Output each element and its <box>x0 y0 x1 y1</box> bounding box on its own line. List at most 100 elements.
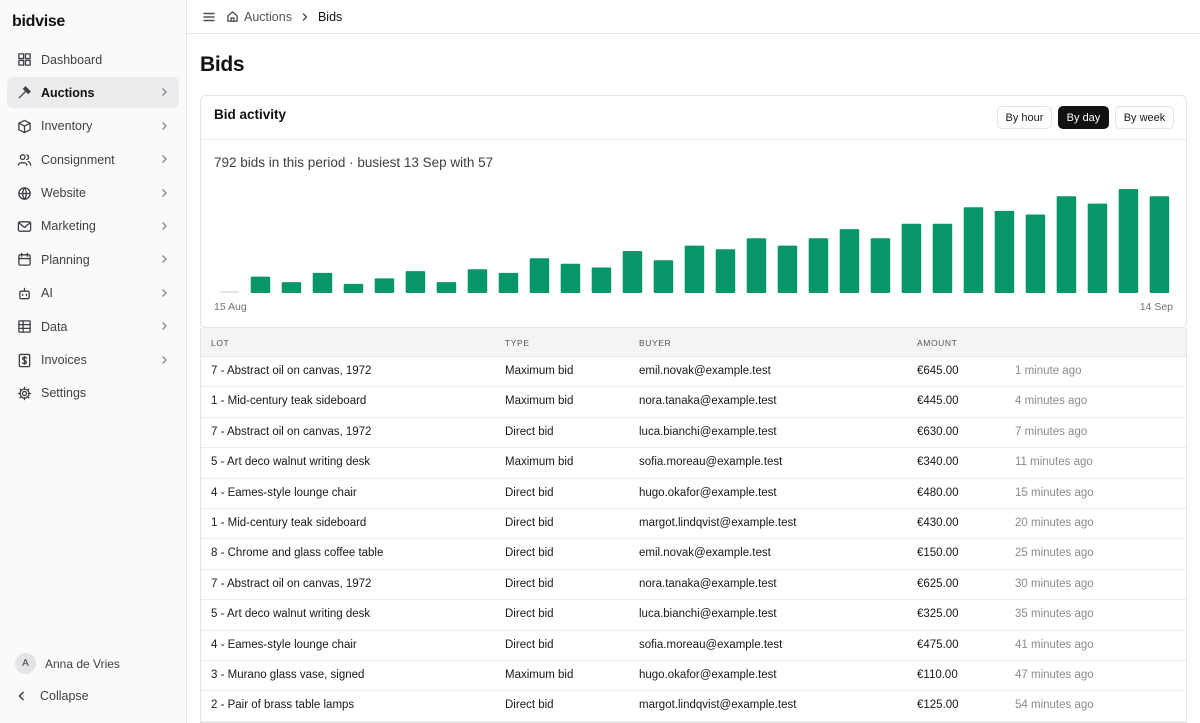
chart-bar[interactable] <box>870 238 891 293</box>
sidebar: bidvise Dashboard Auctions Inventory Consig… <box>0 0 187 723</box>
chart-bar[interactable] <box>529 258 550 293</box>
column-header-lot: LOT <box>211 338 230 348</box>
chart-bar[interactable] <box>1025 214 1046 294</box>
table-row[interactable]: 4 - Eames-style lounge chair Direct bid hu… <box>201 479 1186 509</box>
buyer-cell: margot.lindqvist@example.test <box>639 699 797 712</box>
chart-bar[interactable] <box>901 223 922 293</box>
lot-cell: 7 - Abstract oil on canvas, 1972 <box>211 365 372 377</box>
chevron-right-icon <box>158 153 170 165</box>
buyer-cell: hugo.okafor@example.test <box>639 486 777 499</box>
sidebar-item-dashboard[interactable]: Dashboard <box>7 44 179 75</box>
buyer-cell: nora.tanaka@example.test <box>639 577 777 590</box>
brand-logo[interactable]: bidvise <box>12 13 66 30</box>
chart-summary: 792 bids in this period · busiest 13 Sep… <box>214 155 494 170</box>
chart-bar[interactable] <box>560 263 581 293</box>
chart-bar[interactable] <box>839 229 860 293</box>
sidebar-item-website[interactable]: Website <box>7 178 179 209</box>
sidebar-item-invoices[interactable]: Invoices <box>7 345 179 376</box>
amount-cell: €625.00 <box>917 577 959 590</box>
amount-cell: €480.00 <box>917 486 959 499</box>
chart-bar[interactable] <box>219 291 240 293</box>
menu-icon[interactable] <box>202 10 216 24</box>
chart-bar[interactable] <box>405 271 426 293</box>
toggle-by-week[interactable]: By week <box>1115 106 1174 129</box>
table-row[interactable]: 2 - Pair of brass table lamps Direct bid m… <box>201 691 1186 722</box>
table-row[interactable]: 7 - Abstract oil on canvas, 1972 Direct b… <box>201 418 1186 449</box>
sidebar-item-label: Data <box>41 319 68 334</box>
chart-bar[interactable] <box>684 245 705 293</box>
table-row[interactable]: 4 - Eames-style lounge chair Direct bid so… <box>201 631 1186 661</box>
amount-cell: €630.00 <box>917 425 959 438</box>
sidebar-item-consignment[interactable]: Consignment <box>7 144 179 175</box>
chart-bar[interactable] <box>653 260 674 293</box>
table-row[interactable]: 3 - Murano glass vase, signed Maximum bid… <box>201 661 1186 692</box>
chart-bar[interactable] <box>281 282 302 293</box>
sidebar-item-marketing[interactable]: Marketing <box>7 211 179 242</box>
table-row[interactable]: 8 - Chrome and glass coffee table Direct … <box>201 539 1186 570</box>
collapse-button[interactable]: Collapse <box>16 689 89 703</box>
chart-bar[interactable] <box>1118 189 1139 293</box>
column-header-buyer: BUYER <box>639 338 672 348</box>
sidebar-item-label: Marketing <box>41 219 96 234</box>
amount-cell: €645.00 <box>917 365 959 377</box>
table-row[interactable]: 7 - Abstract oil on canvas, 1972 Direct b… <box>201 570 1186 601</box>
chart-bar[interactable] <box>622 251 643 293</box>
sidebar-item-label: Settings <box>41 386 87 401</box>
lot-cell: 3 - Murano glass vase, signed <box>211 668 365 681</box>
home-icon[interactable] <box>226 10 239 23</box>
chevron-right-icon <box>158 86 170 98</box>
sidebar-item-auctions[interactable]: Auctions <box>7 77 179 109</box>
type-cell: Maximum bid <box>505 456 574 469</box>
chart-bar[interactable] <box>808 238 829 293</box>
sidebar-item-settings[interactable]: Settings <box>7 378 179 409</box>
chart-bar[interactable] <box>343 283 364 293</box>
amount-cell: €340.00 <box>917 456 959 469</box>
chevron-right-icon <box>158 287 170 299</box>
user-profile[interactable]: A Anna de Vries <box>15 653 120 674</box>
chart-bar[interactable] <box>374 278 395 293</box>
table-row[interactable]: 5 - Art deco walnut writing desk Direct b… <box>201 600 1186 631</box>
chart-bar[interactable] <box>436 282 457 293</box>
chart-bar[interactable] <box>1087 203 1108 293</box>
chart-bar[interactable] <box>994 210 1015 293</box>
chevron-right-icon <box>302 12 308 21</box>
chart-bar[interactable] <box>1149 196 1170 293</box>
table-row[interactable]: 5 - Art deco walnut writing desk Maximum … <box>201 448 1186 479</box>
user-name: Anna de Vries <box>45 656 120 671</box>
chart-bar[interactable] <box>591 267 612 294</box>
chart-bar[interactable] <box>312 272 333 293</box>
lot-cell: 4 - Eames-style lounge chair <box>211 486 357 499</box>
toggle-by-hour[interactable]: By hour <box>997 106 1052 129</box>
time-cell: 20 minutes ago <box>1015 516 1094 529</box>
sidebar-item-data[interactable]: Data <box>7 311 179 342</box>
chart-bar[interactable] <box>963 207 984 293</box>
table-row[interactable]: 1 - Mid-century teak sideboard Maximum bi… <box>201 387 1186 418</box>
table-row[interactable]: 1 - Mid-century teak sideboard Direct bid… <box>201 509 1186 540</box>
sidebar-item-ai[interactable]: AI <box>7 278 179 309</box>
avatar: A <box>15 653 36 674</box>
toggle-by-day[interactable]: By day <box>1058 106 1109 129</box>
gear-icon <box>16 385 32 401</box>
lot-cell: 1 - Mid-century teak sideboard <box>211 516 367 529</box>
chevron-right-icon <box>158 253 170 265</box>
table-row[interactable]: 7 - Abstract oil on canvas, 1972 Maximum … <box>201 357 1186 388</box>
card-header: Bid activity By hour By day By week <box>201 96 1186 140</box>
card-title: Bid activity <box>214 107 287 122</box>
chart-bar[interactable] <box>498 272 519 293</box>
chart-bar[interactable] <box>777 245 798 293</box>
chart-bar[interactable] <box>250 276 271 293</box>
chart-bar[interactable] <box>746 238 767 293</box>
time-cell: 47 minutes ago <box>1015 668 1094 681</box>
sidebar-item-planning[interactable]: Planning <box>7 244 179 275</box>
type-cell: Direct bid <box>505 486 554 499</box>
sidebar-item-inventory[interactable]: Inventory <box>7 111 179 142</box>
type-cell: Direct bid <box>505 577 554 590</box>
type-cell: Direct bid <box>505 638 554 651</box>
chart-bar[interactable] <box>1056 196 1077 293</box>
breadcrumb-auctions[interactable]: Auctions <box>244 9 292 24</box>
chart-bar[interactable] <box>467 269 488 293</box>
chart-bar[interactable] <box>715 249 736 293</box>
table-icon <box>16 319 32 335</box>
chevron-right-icon <box>158 120 170 132</box>
chart-bar[interactable] <box>932 223 953 293</box>
